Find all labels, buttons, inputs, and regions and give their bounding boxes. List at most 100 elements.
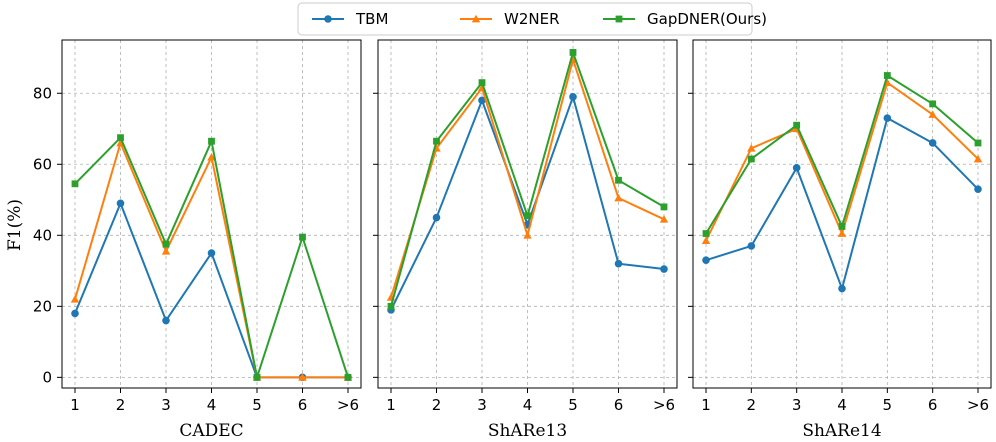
data-point-w2ner — [207, 152, 216, 161]
panel-cadec: 0 20 40 60 80 1 2 3 4 5 6 >6 CADEC — [33, 39, 362, 441]
data-point-gapdner-ours — [569, 49, 577, 56]
x-tick-label: >6 — [653, 396, 675, 414]
data-point-w2ner — [161, 247, 171, 255]
data-point-w2ner — [298, 373, 307, 381]
x-tick-label: 2 — [432, 396, 442, 414]
x-tick-label: 4 — [837, 396, 847, 414]
x-tick-label: 3 — [161, 396, 171, 414]
x-tick-label: 5 — [568, 396, 578, 414]
data-point-gapdner-ours — [71, 180, 79, 188]
data-point-gapdner-ours — [344, 373, 352, 381]
data-point-w2ner — [70, 295, 80, 303]
data-point-tbm — [116, 199, 125, 208]
legend-label: GapDNER(Ours) — [647, 10, 767, 28]
data-point-gapdner-ours — [838, 223, 846, 230]
data-point-gapdner-ours — [929, 100, 937, 108]
data-point-tbm — [928, 139, 937, 147]
data-point-tbm — [702, 256, 710, 264]
y-tick-label: 0 — [42, 368, 52, 386]
data-point-gapdner-ours — [883, 72, 891, 79]
data-point-w2ner — [523, 231, 532, 239]
data-point-gapdner-ours — [117, 134, 124, 142]
data-point-tbm — [747, 242, 756, 250]
y-tick-label: 60 — [33, 155, 52, 173]
data-point-w2ner — [701, 236, 711, 244]
legend-marker — [615, 15, 623, 23]
data-point-gapdner-ours — [974, 139, 982, 147]
y-tick-label: 80 — [33, 84, 52, 102]
legend-box — [297, 2, 753, 36]
data-point-w2ner — [973, 154, 983, 163]
x-tick-label: >6 — [967, 396, 989, 414]
panel-share14: 1 2 3 4 5 6 >6 ShARe14 — [688, 39, 992, 441]
y-axis-label: F1(%) — [5, 199, 25, 251]
data-point-tbm — [569, 93, 577, 101]
x-tick-label: 3 — [792, 396, 802, 414]
data-point-tbm — [838, 284, 846, 293]
data-point-gapdner-ours — [162, 240, 170, 248]
data-point-gapdner-ours — [208, 137, 215, 145]
x-tick-label: 6 — [614, 396, 624, 414]
data-point-w2ner — [837, 229, 847, 237]
legend-marker — [324, 15, 332, 23]
x-axis-label-share14: ShARe14 — [802, 421, 881, 441]
x-tick-label: 5 — [883, 396, 893, 414]
data-point-tbm — [432, 213, 441, 222]
x-tick-label: 2 — [116, 396, 126, 414]
data-point-w2ner — [659, 215, 669, 223]
data-point-gapdner-ours — [615, 176, 622, 184]
data-point-tbm — [974, 185, 982, 193]
data-point-tbm — [883, 114, 892, 122]
data-point-tbm — [660, 265, 668, 273]
x-tick-label: 3 — [477, 396, 487, 414]
panel-share13: 1 2 3 4 5 6 >6 ShARe13 — [373, 39, 678, 441]
x-tick-label: 5 — [252, 396, 262, 414]
x-tick-label: 1 — [386, 396, 396, 414]
data-point-gapdner-ours — [702, 230, 710, 237]
data-point-gapdner-ours — [747, 155, 755, 163]
data-point-tbm — [71, 309, 79, 318]
data-point-gapdner-ours — [433, 137, 440, 145]
x-tick-label: 6 — [928, 396, 938, 414]
data-point-w2ner — [928, 110, 937, 118]
panels-layer: 0 20 40 60 80 1 2 3 4 5 6 >6 CADEC 1 2 3 4 5 6 >6 ShARe13 1 2 3… — [33, 39, 992, 441]
legend-label: W2NER — [504, 10, 560, 28]
legend-label: TBM — [355, 10, 388, 28]
data-point-gapdner-ours — [524, 212, 531, 220]
series-gapdner-ours — [702, 72, 982, 237]
x-tick-label: 1 — [701, 396, 711, 414]
data-point-w2ner — [614, 193, 623, 202]
data-point-tbm — [792, 164, 801, 172]
data-point-gapdner-ours — [387, 302, 395, 310]
data-point-gapdner-ours — [299, 233, 306, 241]
x-tick-label: 6 — [298, 396, 308, 414]
x-tick-label: 2 — [747, 396, 757, 414]
data-point-gapdner-ours — [660, 203, 668, 211]
series-gapdner-ours — [71, 134, 352, 381]
x-tick-label: 1 — [70, 396, 80, 414]
legend-entry-tbm: TBM — [312, 10, 388, 28]
legend-marker — [471, 14, 481, 23]
data-point-tbm — [162, 316, 170, 325]
legend: TBM W2NER GapDNER(Ours) — [297, 2, 767, 36]
data-point-gapdner-ours — [253, 373, 261, 381]
legend-entry-w2ner: W2NER — [460, 10, 560, 28]
series-w2ner — [701, 78, 983, 244]
data-point-w2ner — [747, 144, 756, 152]
y-tick-label: 40 — [33, 226, 52, 244]
x-axis-label-cadec: CADEC — [179, 421, 243, 441]
data-point-gapdner-ours — [478, 79, 486, 87]
y-tick-label: 20 — [33, 297, 52, 315]
x-axis-label-share13: ShARe13 — [488, 421, 567, 441]
series-line-tbm — [74, 202, 348, 379]
x-tick-label: 4 — [207, 396, 217, 414]
data-point-tbm — [207, 249, 216, 257]
x-tick-label: >6 — [337, 396, 359, 414]
x-tick-label: 4 — [523, 396, 533, 414]
legend-entry-gapdner-ours: GapDNER(Ours) — [603, 10, 767, 28]
series-gapdner-ours — [387, 49, 668, 310]
data-point-tbm — [614, 259, 623, 268]
series-tbm — [702, 114, 982, 293]
data-point-gapdner-ours — [793, 121, 801, 129]
